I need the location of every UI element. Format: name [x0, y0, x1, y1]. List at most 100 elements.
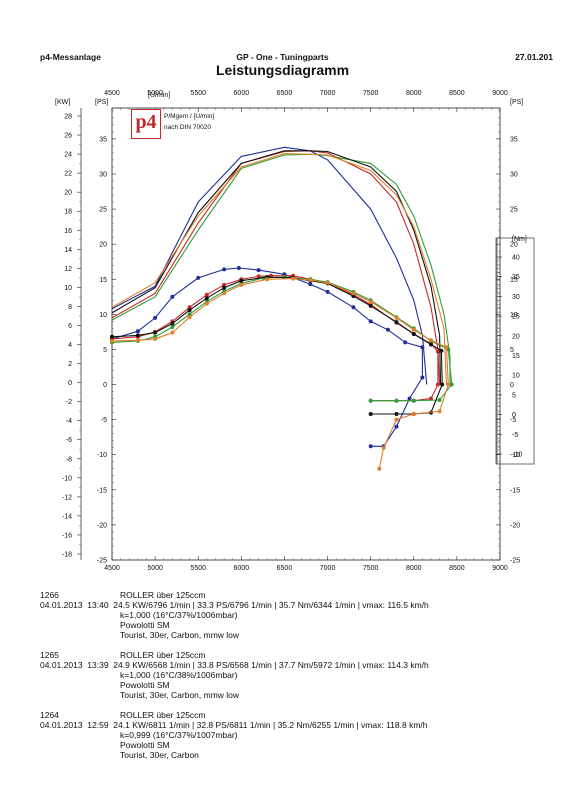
logo-mark: p4: [135, 111, 157, 133]
torque-point: [204, 296, 209, 301]
run-summary: 24.9 KW/6568 1/min | 33.8 PS/6568 1/min …: [113, 660, 429, 670]
torque-point: [394, 424, 399, 429]
x-tick-top-label: 6500: [277, 90, 293, 97]
chart-series: [110, 146, 454, 471]
torque-point: [135, 333, 140, 338]
torque-curve: [111, 278, 449, 469]
torque-point: [368, 412, 373, 416]
nm-tick-label: 20: [512, 333, 520, 340]
x-tick-top-label: 5500: [190, 90, 206, 97]
torque-point: [394, 412, 399, 416]
nm-axis-box: [495, 237, 535, 465]
plot-border: [111, 107, 501, 561]
torque-point: [351, 305, 356, 310]
logo-line-1: P/Mgem / [U/min]: [164, 113, 215, 120]
run-date: 04.01.2013: [40, 720, 83, 730]
nm-tick-label: -5: [512, 432, 518, 439]
nm-tick-label: 5: [512, 392, 516, 399]
torque-curve: [111, 275, 439, 402]
torque-point: [236, 266, 241, 270]
torque-point: [444, 345, 449, 350]
torque-point: [411, 327, 416, 332]
company-label: GP - One - Tuningparts: [236, 52, 329, 62]
run-id: 1266: [40, 590, 59, 600]
run-correction: k=0,999 (16°C/37%/1007mbar): [120, 730, 238, 740]
torque-point: [170, 294, 175, 299]
torque-point: [170, 325, 175, 329]
x-tick-top-label: 7500: [363, 90, 379, 97]
run-summary: 24.1 KW/6811 1/min | 32.8 PS/6811 1/min …: [113, 720, 428, 730]
kw-tick-label: 12: [64, 266, 72, 273]
series-4: [110, 150, 445, 416]
torque-point: [435, 349, 440, 354]
nm-tick-label: 40: [512, 255, 520, 262]
torque-point: [394, 320, 399, 325]
x-tick-top-label: 8500: [449, 90, 465, 97]
ps-tick-right-label: 10: [510, 312, 518, 319]
torque-point: [429, 396, 433, 401]
torque-point: [110, 339, 114, 343]
torque-point: [446, 382, 451, 387]
kw-tick-label: 18: [64, 209, 72, 216]
kw-tick-label: 8: [68, 304, 72, 311]
kw-tick-label: -10: [62, 475, 72, 482]
torque-point: [308, 282, 313, 287]
torque-point: [153, 315, 158, 320]
chart-frame: [80, 107, 535, 561]
torque-point: [437, 409, 442, 414]
x-tick-top-label: 7000: [320, 90, 336, 97]
kw-tick-label: 4: [68, 342, 72, 349]
torque-point: [187, 305, 192, 310]
power-curve: [111, 150, 442, 385]
kw-tick-label: -4: [66, 418, 72, 425]
report-date: 27.01.201: [515, 52, 553, 62]
torque-point: [265, 277, 270, 282]
torque-point: [222, 267, 227, 272]
torque-point: [381, 445, 386, 450]
performance-chart: 4500450050005000550055006000600065006500…: [55, 90, 535, 572]
torque-point: [222, 282, 227, 287]
series-1: [110, 146, 428, 449]
ps-unit-right: [PS]: [510, 99, 523, 106]
torque-point: [368, 319, 373, 324]
run-date: 04.01.2013: [40, 660, 83, 670]
torque-point: [435, 382, 440, 387]
ps-tick-right-label: -10: [510, 452, 520, 459]
torque-point: [153, 330, 158, 335]
torque-point: [239, 282, 244, 287]
measurement-system-label: p4-Messanlage: [40, 52, 101, 62]
kw-tick-label: 20: [64, 190, 72, 197]
torque-point: [135, 329, 140, 334]
kw-tick-label: -18: [62, 552, 72, 559]
x-tick-bottom-label: 5500: [190, 565, 206, 572]
ps-tick-left-label: 0: [103, 382, 107, 389]
ps-tick-left-label: 35: [99, 136, 107, 143]
torque-point: [439, 348, 444, 353]
run-setup-1: Powolotti SM: [120, 680, 170, 690]
torque-point: [325, 289, 330, 294]
run-vehicle: ROLLER über 125ccm: [120, 590, 206, 600]
ps-tick-right-label: -15: [510, 487, 520, 494]
torque-point: [440, 382, 445, 387]
x-tick-bottom-label: 7000: [320, 565, 336, 572]
torque-point: [368, 444, 373, 449]
run-time: 13:40: [87, 600, 109, 610]
torque-point: [187, 315, 192, 320]
torque-point: [411, 332, 416, 336]
x-tick-bottom-label: 8500: [449, 565, 465, 572]
power-curve: [111, 150, 441, 385]
torque-point: [222, 291, 227, 296]
torque-point: [351, 294, 356, 299]
run-time: 13:39: [87, 660, 109, 670]
nm-tick-label: 35: [512, 274, 520, 281]
torque-point: [204, 301, 209, 306]
ps-tick-left-label: -20: [97, 522, 107, 529]
x-tick-bottom-label: 7500: [363, 565, 379, 572]
x-tick-top-label: 6000: [234, 90, 250, 97]
ps-tick-left-label: 5: [103, 347, 107, 354]
run-correction: k=1,000 (16°C/38%/1006mbar): [120, 670, 238, 680]
torque-point: [403, 340, 408, 345]
chart-axes: 4500450050005000550055006000600065006500…: [62, 90, 522, 572]
run-time: 12:59: [87, 720, 109, 730]
ps-tick-left-label: 30: [99, 171, 107, 178]
